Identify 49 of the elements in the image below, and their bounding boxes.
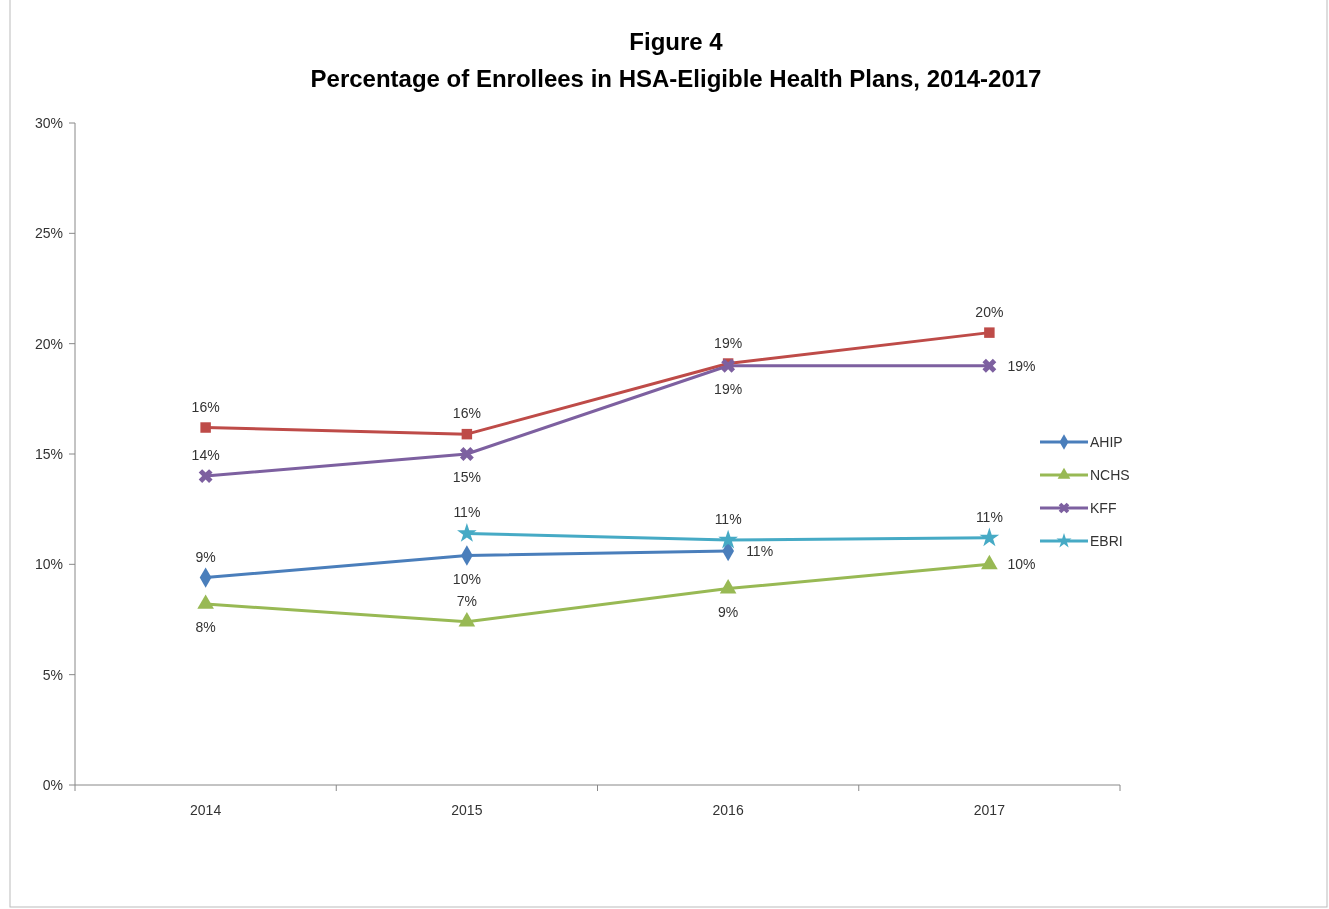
point	[718, 529, 738, 549]
data-label: 16%	[191, 398, 220, 415]
data-label: 16%	[452, 405, 481, 422]
x-tick-label: 2014	[190, 802, 222, 818]
data-label: 9%	[718, 603, 739, 620]
point	[981, 554, 998, 570]
point	[979, 527, 1000, 547]
point	[461, 428, 473, 440]
x-tick-label: 2016	[712, 802, 744, 818]
data-label: 11%	[746, 543, 774, 560]
point	[200, 422, 211, 433]
data-label: 19%	[714, 334, 743, 351]
data-label: 7%	[456, 592, 477, 609]
point	[982, 358, 997, 373]
x-tick-label: 2017	[973, 802, 1006, 818]
data-label: 14%	[191, 447, 220, 464]
point	[459, 447, 474, 461]
chart-title: Figure 4	[629, 28, 724, 55]
y-tick-label: 20%	[34, 335, 63, 352]
legend-label: AHIP	[1090, 434, 1123, 450]
y-tick-label: 15%	[34, 446, 63, 462]
point	[458, 612, 476, 627]
y-tick-label: 10%	[34, 556, 63, 573]
data-label: 15%	[452, 469, 481, 485]
data-label: 10%	[452, 570, 481, 587]
data-label: 19%	[714, 380, 743, 397]
y-tick-label: 5%	[42, 666, 63, 683]
y-tick-label: 25%	[34, 225, 63, 242]
x-tick-label: 2015	[451, 802, 483, 818]
point	[721, 358, 736, 373]
point	[198, 469, 213, 483]
point	[457, 523, 477, 542]
data-label: 19%	[1007, 357, 1036, 374]
y-tick-label: 30%	[34, 115, 63, 131]
point	[719, 579, 737, 594]
legend-label: KFF	[1090, 500, 1117, 516]
data-label: 8%	[195, 619, 216, 636]
data-label: 20%	[975, 303, 1004, 320]
legend-label: NCHS	[1090, 467, 1130, 483]
point	[197, 594, 214, 609]
data-label: 9%	[195, 548, 216, 565]
legend-label: EBRI	[1090, 533, 1123, 549]
y-tick-label: 0%	[42, 777, 63, 793]
chart-subtitle: Percentage of Enrollees in HSA-Eligible Health Plans, 2014-2017	[310, 65, 1042, 92]
point	[984, 327, 995, 338]
data-label: 11%	[975, 508, 1003, 525]
data-label: 11%	[453, 504, 481, 521]
data-label: 11%	[714, 511, 742, 528]
data-label: 10%	[1007, 556, 1036, 573]
